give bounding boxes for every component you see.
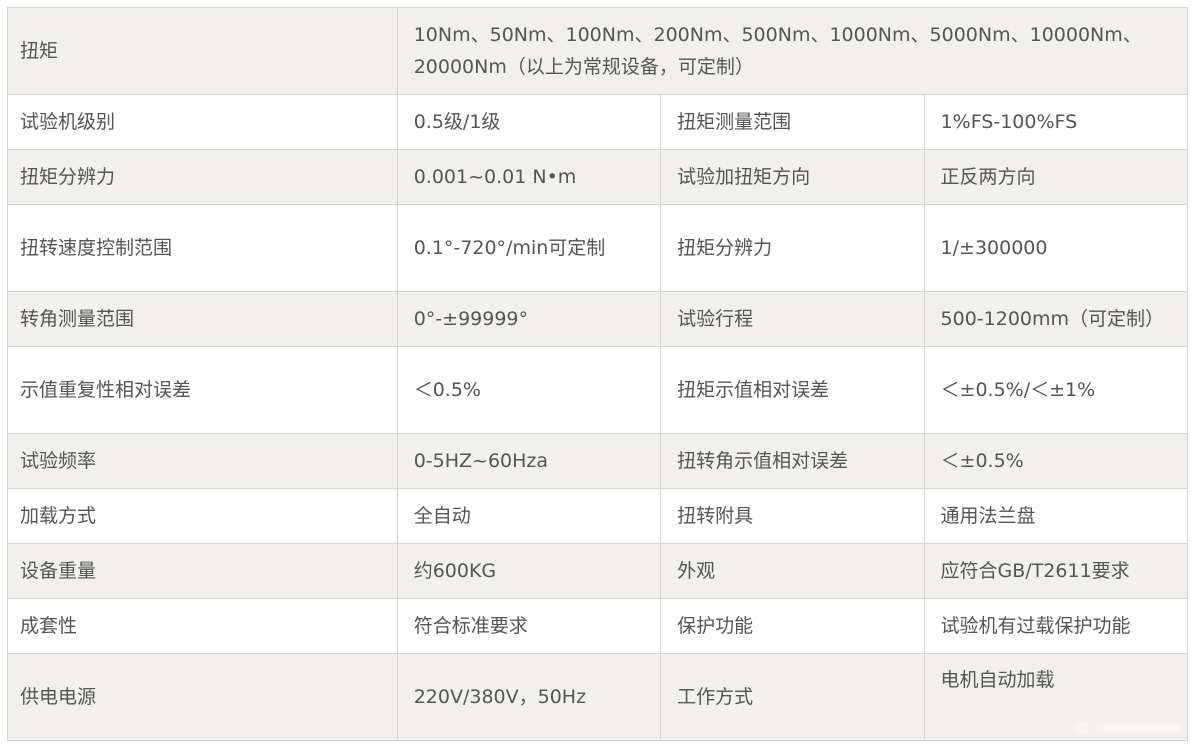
- watermark-logo-icon: [1074, 722, 1181, 734]
- spec-label: 加载方式: [7, 488, 398, 544]
- spec-value: ＜±0.5%: [923, 433, 1189, 489]
- table-row: 试验机级别 0.5级/1级 扭矩测量范围 1%FS-100%FS: [7, 94, 1189, 150]
- spec-value: 1/±300000: [923, 204, 1189, 292]
- spec-label: 成套性: [7, 598, 398, 654]
- spec-value: 1%FS-100%FS: [923, 94, 1189, 150]
- table-row: 成套性 符合标准要求 保护功能 试验机有过载保护功能: [7, 598, 1189, 654]
- spec-value: 0.5级/1级: [396, 94, 662, 150]
- spec-label: 扭矩分辨力: [7, 149, 398, 205]
- table-row: 示值重复性相对误差 ＜0.5% 扭矩示值相对误差 ＜±0.5%/＜±1%: [7, 346, 1189, 434]
- spec-label: 示值重复性相对误差: [7, 346, 398, 434]
- spec-value: 0-5HZ~60Hza: [396, 433, 662, 489]
- table-row: 加载方式 全自动 扭转附具 通用法兰盘: [7, 488, 1189, 544]
- table-row: 扭矩 10Nm、50Nm、100Nm、200Nm、500Nm、1000Nm、50…: [7, 7, 1189, 95]
- spec-value: 通用法兰盘: [923, 488, 1189, 544]
- spec-value: 试验机有过载保护功能: [923, 598, 1189, 654]
- spec-label: 工作方式: [660, 653, 925, 741]
- spec-value: 应符合GB/T2611要求: [923, 543, 1189, 599]
- spec-label: 供电电源: [7, 653, 398, 741]
- spec-value: ＜0.5%: [396, 346, 662, 434]
- spec-label: 扭矩示值相对误差: [660, 346, 925, 434]
- spec-label: 转角测量范围: [7, 291, 398, 347]
- table-row: 扭转速度控制范围 0.1°-720°/min可定制 扭矩分辨力 1/±30000…: [7, 204, 1189, 292]
- spec-value: 电机自动加载: [923, 653, 1189, 741]
- spec-value: 全自动: [396, 488, 662, 544]
- spec-value: 500-1200mm（可定制）: [923, 291, 1189, 347]
- spec-label: 扭转速度控制范围: [7, 204, 398, 292]
- spec-label: 试验频率: [7, 433, 398, 489]
- spec-label: 扭矩测量范围: [660, 94, 925, 150]
- spec-value: 正反两方向: [923, 149, 1189, 205]
- table-row: 转角测量范围 0°-±99999° 试验行程 500-1200mm（可定制）: [7, 291, 1189, 347]
- spec-value: 0°-±99999°: [396, 291, 662, 347]
- spec-value: ＜±0.5%/＜±1%: [923, 346, 1189, 434]
- table-row: 试验频率 0-5HZ~60Hza 扭转角示值相对误差 ＜±0.5%: [7, 433, 1189, 489]
- spec-value: 0.1°-720°/min可定制: [396, 204, 662, 292]
- spec-label: 外观: [660, 543, 925, 599]
- table-row: 设备重量 约600KG 外观 应符合GB/T2611要求: [7, 543, 1189, 599]
- spec-value: 10Nm、50Nm、100Nm、200Nm、500Nm、1000Nm、5000N…: [396, 7, 1189, 95]
- spec-label: 扭转角示值相对误差: [660, 433, 925, 489]
- spec-label: 扭矩分辨力: [660, 204, 925, 292]
- table-row: 供电电源 220V/380V，50Hz 工作方式 电机自动加载: [7, 653, 1189, 741]
- spec-label: 扭转附具: [660, 488, 925, 544]
- spec-value: 符合标准要求: [396, 598, 662, 654]
- spec-label: 试验机级别: [7, 94, 398, 150]
- spec-value: 220V/380V，50Hz: [396, 653, 662, 741]
- spec-value: 0.001~0.01 N•m: [396, 149, 662, 205]
- spec-table: 扭矩 10Nm、50Nm、100Nm、200Nm、500Nm、1000Nm、50…: [7, 7, 1189, 741]
- spec-label: 试验加扭矩方向: [660, 149, 925, 205]
- spec-label: 扭矩: [7, 7, 398, 95]
- spec-label: 保护功能: [660, 598, 925, 654]
- spec-label: 试验行程: [660, 291, 925, 347]
- table-row: 扭矩分辨力 0.001~0.01 N•m 试验加扭矩方向 正反两方向: [7, 149, 1189, 205]
- spec-value: 约600KG: [396, 543, 662, 599]
- spec-label: 设备重量: [7, 543, 398, 599]
